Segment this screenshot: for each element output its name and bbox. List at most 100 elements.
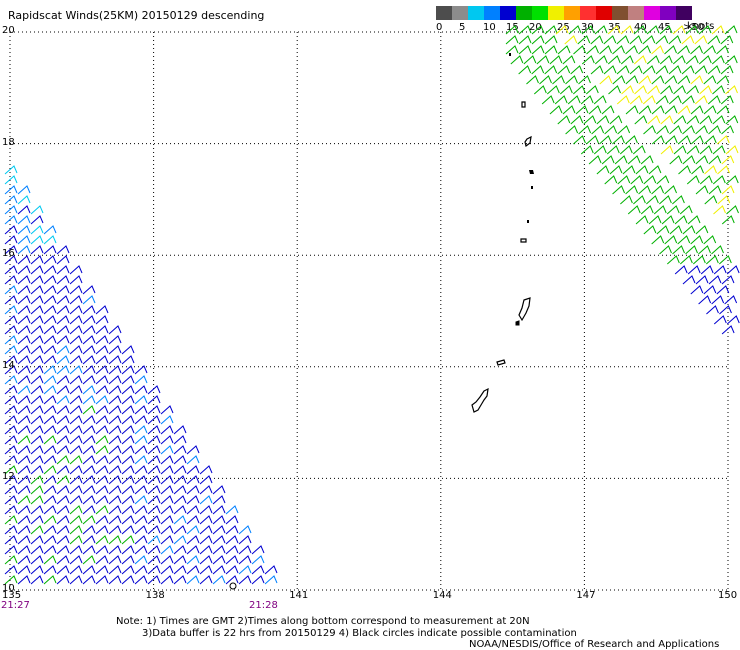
wind-barb xyxy=(108,495,122,505)
wind-barb xyxy=(30,235,44,245)
wind-barb xyxy=(4,335,18,345)
wind-barb xyxy=(4,465,18,475)
wind-barb xyxy=(638,185,652,195)
wind-barb xyxy=(583,115,597,125)
wind-barb xyxy=(212,565,226,575)
wind-barb xyxy=(56,485,70,495)
wind-barb xyxy=(30,245,44,255)
wind-barb xyxy=(4,315,18,325)
wind-barb xyxy=(596,165,610,175)
wind-barb xyxy=(56,435,70,445)
wind-barb xyxy=(121,475,135,485)
wind-barb xyxy=(518,35,532,45)
wind-barb xyxy=(199,485,213,495)
wind-barb xyxy=(4,405,18,415)
wind-barb xyxy=(147,485,161,495)
wind-barb xyxy=(601,155,615,165)
wind-barb xyxy=(56,475,70,485)
wind-barb xyxy=(692,255,706,265)
wind-barb xyxy=(43,455,57,465)
wind-barb xyxy=(655,35,669,45)
wind-barb xyxy=(642,35,656,45)
wind-barb xyxy=(17,235,31,245)
wind-barb xyxy=(4,455,18,465)
wind-barb xyxy=(121,495,135,505)
wind-barb xyxy=(531,35,545,45)
wind-barb xyxy=(677,75,691,85)
wind-barb xyxy=(108,455,122,465)
wind-barb xyxy=(56,335,70,345)
wind-barb xyxy=(95,475,109,485)
wind-barb xyxy=(238,555,252,565)
wind-barb xyxy=(557,65,571,75)
wind-barb xyxy=(612,75,626,85)
wind-barb xyxy=(581,55,595,65)
wind-barb xyxy=(562,105,576,115)
wind-barb xyxy=(622,165,636,175)
wind-barb xyxy=(108,325,122,335)
wind-barb xyxy=(564,35,578,45)
wind-barb xyxy=(612,45,625,55)
wind-barb xyxy=(30,345,44,355)
wind-barb xyxy=(655,65,669,75)
rota-outline xyxy=(496,359,506,366)
wind-barb xyxy=(69,335,83,345)
wind-barb xyxy=(17,545,31,555)
wind-barb xyxy=(82,295,96,305)
wind-barb xyxy=(134,425,148,435)
wind-barb xyxy=(43,535,57,545)
wind-barb xyxy=(30,255,44,265)
wind-barb xyxy=(17,195,31,205)
wind-barb xyxy=(674,215,688,225)
wind-barb xyxy=(82,545,96,555)
wind-barb xyxy=(599,45,612,55)
wind-barb xyxy=(82,355,96,365)
wind-barb xyxy=(707,35,721,45)
wind-barb xyxy=(30,555,44,565)
wind-barb xyxy=(651,135,665,145)
wind-barb xyxy=(17,385,31,395)
colorbar-segment xyxy=(516,6,532,20)
wind-barb xyxy=(108,425,122,435)
wind-barb xyxy=(672,195,685,205)
wind-barb xyxy=(686,145,700,155)
wind-barb xyxy=(186,525,200,535)
wind-barb xyxy=(82,535,96,545)
wind-barb xyxy=(717,165,730,175)
wind-barb xyxy=(646,55,660,65)
end-time: 21:28 xyxy=(249,600,278,611)
wind-barb xyxy=(694,95,708,105)
wind-barb xyxy=(681,65,695,75)
wind-barb xyxy=(721,275,735,285)
wind-barb xyxy=(664,75,678,85)
wind-barb xyxy=(199,565,213,575)
wind-barb xyxy=(134,495,148,505)
wind-barb xyxy=(648,165,662,175)
wind-barb xyxy=(56,455,70,465)
wind-barb xyxy=(173,425,187,435)
note-line-1: Note: 1) Times are GMT 2)Times along bot… xyxy=(116,616,530,627)
wind-barb xyxy=(17,465,31,475)
wind-barb xyxy=(121,405,135,415)
wind-barb xyxy=(4,445,18,455)
wind-barb xyxy=(43,305,57,315)
wind-barb xyxy=(617,125,631,135)
wind-barb xyxy=(681,35,695,45)
wind-barb xyxy=(56,415,70,425)
wind-barb xyxy=(679,255,693,265)
wind-barb xyxy=(30,575,44,585)
wind-barb xyxy=(199,475,213,485)
wind-barb xyxy=(95,565,109,575)
wind-barb xyxy=(698,25,712,35)
wind-barb xyxy=(225,515,239,525)
wind-barb xyxy=(4,555,18,565)
wind-barb xyxy=(212,555,226,565)
wind-barb xyxy=(56,365,70,375)
wind-barb xyxy=(656,225,670,235)
wind-barb xyxy=(108,415,122,425)
wind-barb xyxy=(672,245,685,255)
wind-barb xyxy=(617,175,631,185)
wind-barb xyxy=(17,505,31,515)
wind-barb xyxy=(43,245,57,255)
wind-barb xyxy=(30,535,44,545)
